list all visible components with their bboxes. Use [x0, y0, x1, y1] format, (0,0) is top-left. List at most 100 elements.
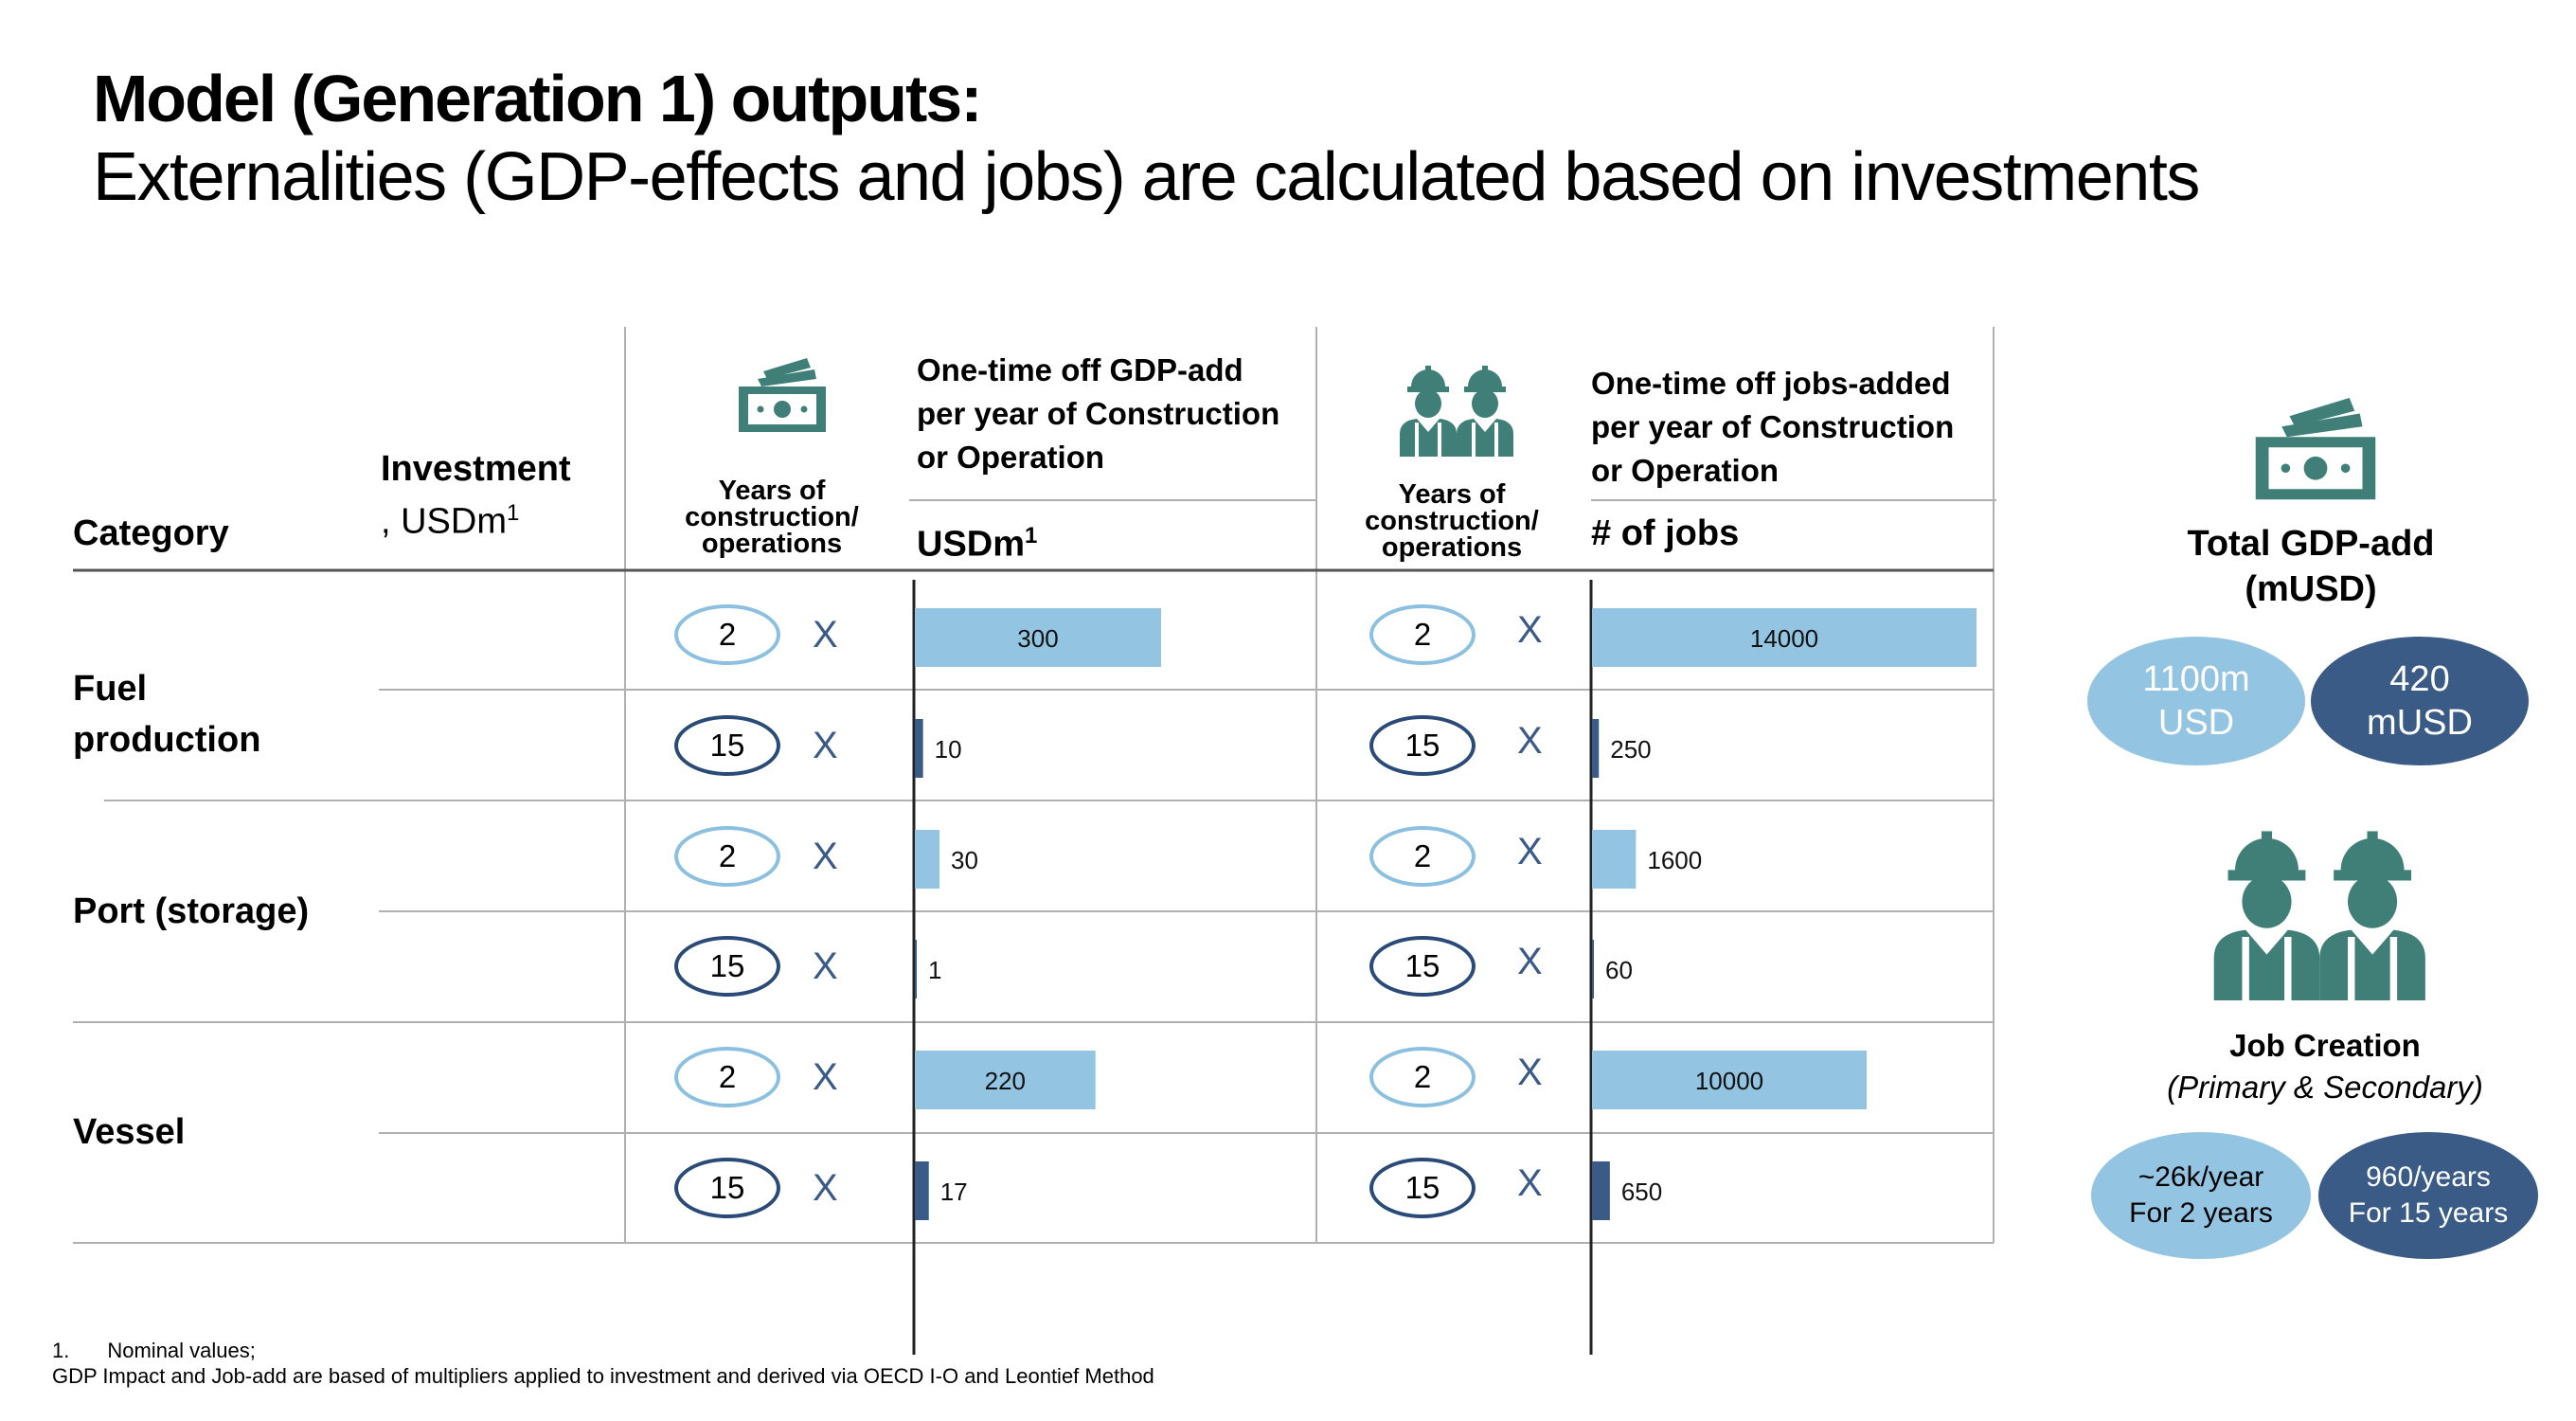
jobs-15-year-circle: 960/years For 15 years — [2318, 1132, 2538, 1259]
gdp-desc-line2: per year of Construction — [917, 396, 1280, 431]
gdp-unit-header: USDm1 — [917, 523, 1037, 566]
multiplier-x-jobs-row5: X — [1517, 1052, 1543, 1093]
jobs-bar-3 — [1592, 830, 1637, 889]
gdp-bar-4 — [915, 940, 917, 998]
gdp-desc-line1: One-time off GDP-add — [917, 352, 1243, 387]
total-gdp-title-line1: Total GDP-add — [2187, 524, 2435, 564]
workers-icon-large — [2213, 831, 2425, 1000]
gdp-circle1-line2: USD — [2157, 703, 2235, 743]
years-ellipse-jobs-row4: 15 — [1369, 936, 1476, 997]
years-header-jobs: Years of construction/ operations — [1343, 479, 1561, 563]
footnote-1: 1. Nominal values; — [52, 1339, 256, 1363]
years-ellipse-gdp-row3: 2 — [674, 826, 780, 887]
jobs-bar-5 — [1592, 1051, 1867, 1109]
page-subtitle: Externalities (GDP-effects and jobs) are… — [93, 139, 2200, 215]
years-ellipse-jobs-row2: 15 — [1369, 715, 1476, 776]
category-vessel: Vessel — [73, 1112, 186, 1152]
jobs-bar-label-4: 60 — [1605, 956, 1633, 984]
jobs-bar-chart: 14000 250 1600 60 10000 650 — [1592, 608, 1977, 1220]
gdp-total-2-year-circle: 1100m USD — [2087, 637, 2305, 765]
category-fuel-production: Fuel production — [73, 663, 260, 765]
jobs-bar-2 — [1592, 719, 1600, 778]
multiplier-x-jobs-row3: X — [1517, 831, 1543, 872]
years-ellipse-jobs-row5: 2 — [1369, 1047, 1476, 1107]
money-icon — [739, 358, 826, 432]
years-header-gdp-line1: Years of — [718, 476, 826, 506]
years-header-gdp: Years of construction/ operations — [663, 476, 881, 559]
gdp-circle2-line2: mUSD — [2367, 703, 2473, 743]
gdp-unit-footnote-ref: 1 — [1025, 523, 1038, 549]
gdp-bar-5 — [915, 1051, 1096, 1109]
jobs-desc-line1: One-time off jobs-added — [1591, 366, 1951, 401]
years-ellipse-gdp-row1: 2 — [674, 604, 780, 665]
multiplier-x-jobs-row1: X — [1517, 609, 1543, 651]
footnote-text: Nominal values; — [107, 1339, 256, 1362]
years-ellipse-gdp-row2: 15 — [674, 715, 780, 776]
years-header-jobs-line3: operations — [1381, 532, 1523, 563]
jobs-bar-label-6: 650 — [1621, 1178, 1662, 1206]
category-fuel-line1: Fuel — [73, 669, 148, 709]
gdp-desc-line3: or Operation — [917, 440, 1105, 475]
gdp-circle2-line1: 420 — [2389, 659, 2450, 699]
jobs-2-year-circle: ~26k/year For 2 years — [2091, 1132, 2311, 1259]
category-port-storage: Port (storage) — [73, 891, 310, 931]
jobs-circle2-line2: For 15 years — [2348, 1197, 2509, 1229]
multiplier-x-jobs-row6: X — [1517, 1162, 1543, 1204]
multiplier-x-gdp-row4: X — [813, 945, 838, 987]
jobs-bar-1 — [1592, 608, 1977, 667]
jobs-bar-4 — [1592, 940, 1594, 998]
years-ellipse-gdp-row4: 15 — [674, 936, 780, 997]
jobs-bar-label-1: 14000 — [1750, 624, 1818, 653]
job-creation-title-line2: (Primary & Secondary) — [2167, 1070, 2483, 1105]
years-ellipse-gdp-row6: 15 — [674, 1158, 780, 1218]
years-header-gdp-line2: construction/ — [685, 502, 859, 532]
total-gdp-title-line2: (mUSD) — [2245, 569, 2377, 609]
gdp-bar-label-3: 30 — [951, 846, 978, 874]
gdp-bar-1 — [915, 608, 1161, 667]
jobs-unit-header: # of jobs — [1591, 513, 1740, 553]
jobs-desc-line3: or Operation — [1591, 453, 1780, 488]
gdp-bar-label-4: 1 — [928, 956, 941, 984]
gdp-bar-6 — [915, 1161, 929, 1220]
total-gdp-title: Total GDP-add (mUSD) — [2121, 521, 2500, 612]
page-title: Model (Generation 1) outputs: — [93, 62, 983, 135]
multiplier-x-gdp-row6: X — [813, 1167, 838, 1209]
years-ellipse-jobs-row1: 2 — [1369, 604, 1476, 665]
jobs-desc-line2: per year of Construction — [1591, 409, 1955, 444]
money-icon-large — [2255, 398, 2376, 500]
gdp-circle1-line1: 1100m — [2142, 659, 2250, 699]
workers-icon — [1400, 366, 1513, 457]
jobs-circle2-line1: 960/years — [2366, 1161, 2491, 1193]
jobs-circle1-line1: ~26k/year — [2138, 1161, 2264, 1193]
gdp-bar-label-5: 220 — [985, 1067, 1026, 1095]
years-header-gdp-line3: operations — [701, 529, 843, 559]
years-header-jobs-line1: Years of — [1398, 479, 1506, 510]
category-header: Category — [73, 513, 229, 553]
multiplier-x-jobs-row4: X — [1517, 941, 1543, 982]
jobs-bar-6 — [1592, 1161, 1610, 1220]
investment-unit: , USDm — [381, 501, 507, 542]
job-creation-title-line1: Job Creation — [2229, 1028, 2421, 1063]
gdp-bar-chart: 300 10 30 1 220 17 — [915, 608, 1161, 1220]
multiplier-x-jobs-row2: X — [1517, 720, 1543, 762]
footnote-2: GDP Impact and Job-add are based of mult… — [52, 1364, 1154, 1388]
multiplier-x-gdp-row3: X — [813, 836, 838, 877]
footnote-number: 1. — [52, 1339, 70, 1362]
gdp-bar-label-1: 300 — [1017, 624, 1058, 653]
gdp-bar-label-6: 17 — [940, 1178, 968, 1206]
jobs-bar-label-3: 1600 — [1647, 846, 1702, 874]
years-ellipse-jobs-row3: 2 — [1369, 826, 1476, 887]
grid-lines — [73, 327, 1996, 1244]
jobs-description-header: One-time off jobs-added per year of Cons… — [1591, 362, 1989, 493]
investment-unit-header: , USDm1 — [381, 500, 519, 543]
multiplier-x-gdp-row5: X — [813, 1056, 838, 1098]
job-creation-title: Job Creation (Primary & Secondary) — [2121, 1025, 2529, 1108]
gdp-bar-label-2: 10 — [935, 735, 962, 764]
multiplier-x-gdp-row2: X — [813, 725, 838, 766]
gdp-unit: USDm — [917, 524, 1026, 565]
gdp-total-15-year-circle: 420 mUSD — [2311, 637, 2529, 765]
jobs-circle1-line2: For 2 years — [2129, 1197, 2273, 1229]
years-ellipse-jobs-row6: 15 — [1369, 1158, 1476, 1218]
years-ellipse-gdp-row5: 2 — [674, 1047, 780, 1107]
